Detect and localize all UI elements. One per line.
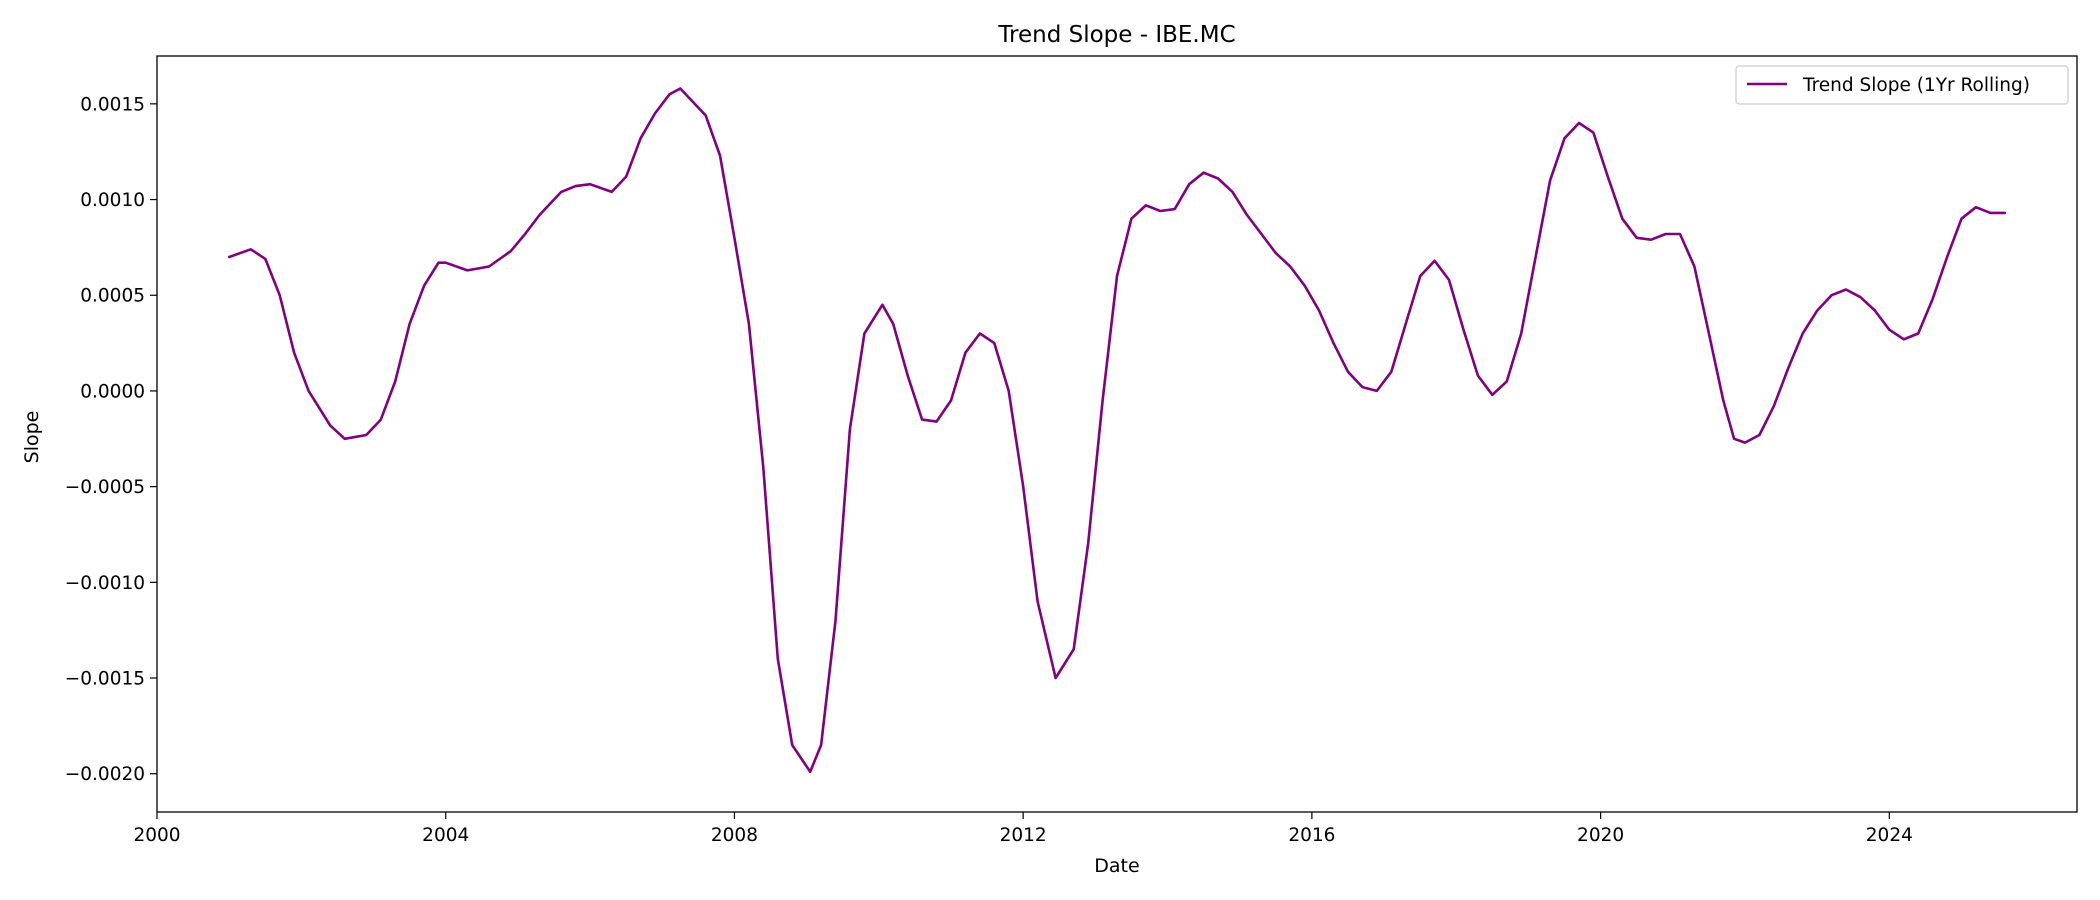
- x-tick-label: 2016: [1288, 825, 1335, 846]
- y-tick-label: −0.0020: [65, 764, 145, 785]
- y-tick-label: 0.0010: [80, 190, 145, 211]
- y-axis-title: Slope: [21, 411, 43, 464]
- series-line-0: [227, 87, 2007, 774]
- x-tick-label: 2020: [1577, 825, 1624, 846]
- y-tick-label: 0.0000: [80, 381, 145, 402]
- legend-label: Trend Slope (1Yr Rolling): [1802, 75, 2030, 96]
- chart-title: Trend Slope - IBE.MC: [997, 22, 1235, 48]
- y-tick-label: −0.0005: [65, 477, 145, 498]
- plot-frame: [156, 55, 2078, 813]
- plot-area: 2000 2004 2008 2012 2016 2020 2024 0.0015 0.0010…: [65, 55, 2078, 846]
- x-tick-label: 2008: [711, 825, 758, 846]
- y-tick-label: −0.0015: [65, 669, 145, 690]
- y-tick-label: −0.0010: [65, 573, 145, 594]
- legend-box: [1735, 65, 2069, 105]
- x-tick-label: 2004: [422, 825, 469, 846]
- y-tick-label: 0.0005: [80, 286, 145, 307]
- legend: Trend Slope (1Yr Rolling): [1735, 65, 2069, 105]
- x-tick-label: 2024: [1866, 825, 1913, 846]
- x-tick-label: 2012: [1000, 825, 1047, 846]
- x-axis-title: Date: [1094, 855, 1139, 877]
- x-tick-label: 2000: [133, 825, 180, 846]
- y-tick-label: 0.0015: [80, 94, 145, 115]
